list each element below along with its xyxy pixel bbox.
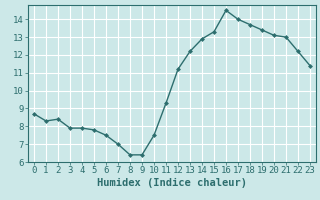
X-axis label: Humidex (Indice chaleur): Humidex (Indice chaleur) (97, 178, 247, 188)
